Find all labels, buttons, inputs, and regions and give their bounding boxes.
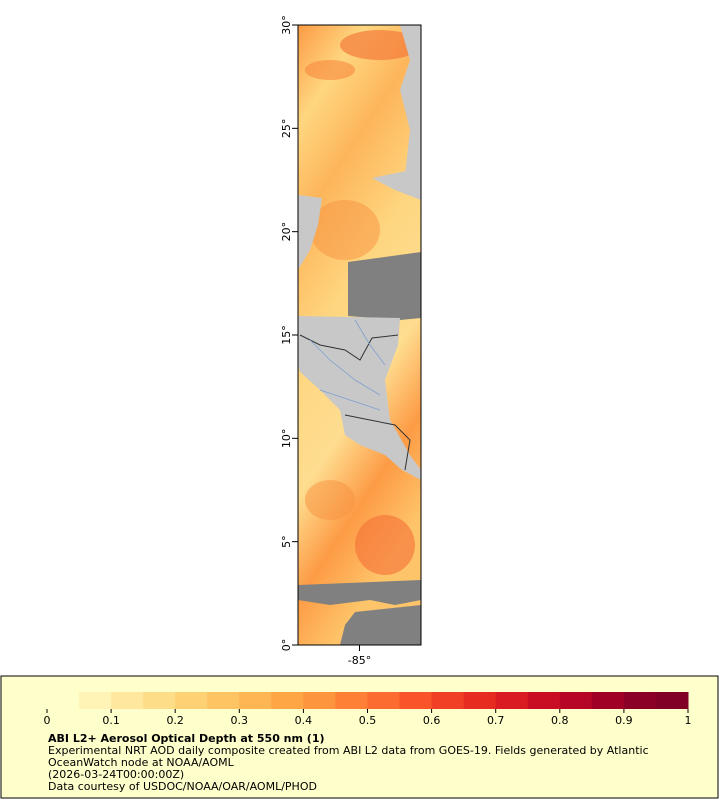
colorbar-tick-label: 0.8	[551, 714, 569, 727]
colorbar-tick-label: 0.4	[295, 714, 313, 727]
colorbar-step	[143, 692, 176, 709]
colorbar-step	[559, 692, 593, 709]
colorbar-step	[591, 692, 625, 709]
colorbar-step	[335, 692, 368, 709]
map-image	[298, 25, 421, 645]
legend-line: Data courtesy of USDOC/NOAA/OAR/AOML/PHO…	[48, 780, 317, 793]
colorbar-tick-label: 0.3	[231, 714, 249, 727]
colorbar-tick-label: 0.5	[359, 714, 377, 727]
colorbar-step	[111, 692, 144, 709]
colorbar-tick-label: 1	[685, 714, 692, 727]
colorbar-step	[495, 692, 529, 709]
legend-line: Experimental NRT AOD daily composite cre…	[48, 744, 649, 757]
y-tick-label: 20°	[280, 222, 293, 242]
colorbar-step	[623, 692, 657, 709]
legend-line: OceanWatch node at NOAA/AOML	[48, 756, 235, 769]
colorbar-step	[527, 692, 561, 709]
colorbar-step	[79, 692, 112, 709]
x-tick-label: -85°	[348, 654, 371, 667]
colorbar-step	[463, 692, 497, 709]
colorbar-step	[655, 692, 689, 709]
y-tick-label: 25°	[280, 119, 293, 139]
colorbar-step	[47, 692, 80, 709]
colorbar-step	[175, 692, 208, 709]
legend-line: (2026-03-24T00:00:00Z)	[48, 768, 184, 781]
colorbar-tick-label: 0.1	[102, 714, 120, 727]
colorbar-tick-label: 0	[44, 714, 51, 727]
colorbar-tick-label: 0.6	[423, 714, 441, 727]
y-tick-label: 0°	[280, 639, 293, 652]
colorbar-step	[239, 692, 272, 709]
colorbar-tick-label: 0.2	[166, 714, 184, 727]
y-tick-label: 30°	[280, 15, 293, 35]
colorbar-step	[303, 692, 336, 709]
colorbar-step	[399, 692, 433, 709]
colorbar-step	[207, 692, 240, 709]
colorbar-step	[271, 692, 304, 709]
y-tick-label: 5°	[280, 535, 293, 548]
legend-title: ABI L2+ Aerosol Optical Depth at 550 nm …	[48, 732, 325, 745]
colorbar-step	[431, 692, 465, 709]
y-tick-label: 15°	[280, 325, 293, 345]
colorbar-tick-label: 0.9	[615, 714, 633, 727]
colorbar-step	[367, 692, 401, 709]
colorbar-tick-label: 0.7	[487, 714, 505, 727]
y-tick-label: 10°	[280, 429, 293, 449]
